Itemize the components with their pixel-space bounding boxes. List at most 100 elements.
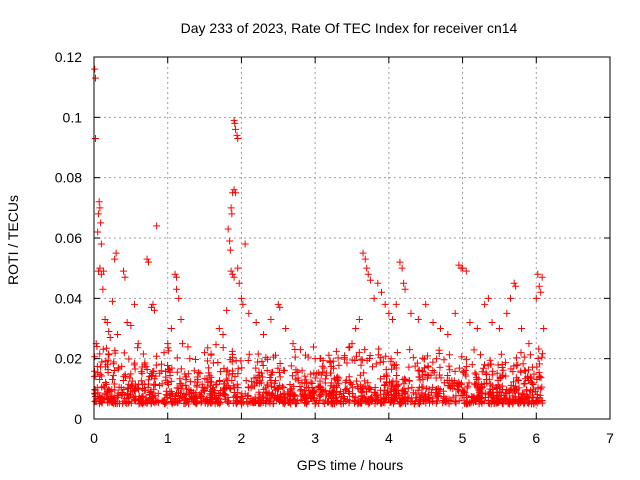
data-point bbox=[196, 369, 204, 377]
data-point bbox=[131, 300, 139, 308]
data-point bbox=[386, 398, 394, 406]
data-point bbox=[537, 288, 545, 296]
data-point bbox=[341, 378, 349, 386]
data-point bbox=[119, 376, 127, 384]
data-point bbox=[308, 380, 316, 388]
data-point bbox=[235, 279, 243, 287]
data-point bbox=[201, 375, 209, 383]
data-point bbox=[420, 355, 428, 363]
data-point bbox=[370, 388, 378, 396]
data-point bbox=[433, 397, 441, 405]
data-point bbox=[309, 343, 317, 351]
data-point bbox=[102, 378, 110, 386]
data-point bbox=[227, 385, 235, 393]
x-tick-label: 2 bbox=[238, 430, 246, 446]
data-point bbox=[497, 350, 505, 358]
data-point bbox=[364, 379, 372, 387]
data-point bbox=[495, 325, 503, 332]
data-point bbox=[318, 368, 326, 376]
data-point bbox=[237, 393, 245, 401]
data-point bbox=[503, 309, 511, 317]
data-point bbox=[487, 392, 495, 400]
y-tick-label: 0.12 bbox=[55, 49, 82, 65]
data-point bbox=[433, 355, 441, 363]
x-axis-label: GPS time / hours bbox=[297, 457, 404, 473]
data-point bbox=[184, 343, 192, 351]
data-point bbox=[512, 361, 520, 369]
data-point bbox=[455, 364, 463, 372]
data-point bbox=[439, 387, 447, 395]
data-point bbox=[127, 321, 135, 329]
data-point bbox=[294, 397, 302, 405]
data-point bbox=[259, 362, 267, 370]
data-point bbox=[193, 383, 201, 391]
data-point bbox=[392, 300, 400, 308]
data-point bbox=[204, 400, 212, 408]
data-point bbox=[110, 380, 118, 388]
data-point bbox=[196, 391, 204, 399]
data-point bbox=[334, 354, 342, 362]
data-point bbox=[220, 384, 228, 392]
data-point bbox=[406, 346, 414, 354]
data-point bbox=[514, 376, 522, 384]
data-point bbox=[262, 388, 270, 396]
data-point bbox=[154, 389, 162, 397]
data-point bbox=[304, 398, 312, 406]
data-point bbox=[183, 397, 191, 405]
data-point bbox=[333, 398, 341, 406]
data-point bbox=[164, 361, 172, 369]
data-point bbox=[363, 264, 371, 272]
data-point bbox=[232, 189, 240, 197]
data-point bbox=[446, 366, 454, 374]
data-point bbox=[112, 249, 120, 257]
data-point bbox=[257, 369, 265, 377]
data-point bbox=[451, 309, 459, 317]
data-point bbox=[481, 300, 489, 308]
data-point bbox=[459, 264, 467, 272]
data-point bbox=[523, 386, 531, 394]
data-point bbox=[495, 395, 503, 403]
data-point bbox=[382, 352, 390, 360]
data-point bbox=[486, 356, 494, 364]
data-point bbox=[102, 380, 110, 388]
data-point bbox=[133, 384, 141, 392]
data-point bbox=[98, 372, 106, 380]
data-point bbox=[502, 395, 510, 403]
data-point bbox=[527, 386, 535, 394]
data-point bbox=[498, 382, 506, 390]
data-point bbox=[102, 344, 110, 352]
data-point bbox=[319, 357, 327, 365]
data-point bbox=[405, 363, 413, 371]
data-point bbox=[280, 384, 288, 392]
data-point bbox=[244, 356, 252, 364]
data-point bbox=[175, 294, 183, 302]
data-points bbox=[90, 65, 548, 408]
data-point bbox=[536, 360, 544, 368]
data-point bbox=[174, 399, 182, 407]
data-point bbox=[324, 398, 332, 406]
data-point bbox=[298, 367, 306, 375]
data-point bbox=[114, 389, 122, 397]
data-point bbox=[150, 306, 158, 314]
data-point bbox=[510, 279, 518, 287]
data-point bbox=[455, 387, 463, 395]
data-point bbox=[462, 391, 470, 399]
data-point bbox=[281, 394, 289, 402]
data-point bbox=[238, 364, 246, 372]
data-point bbox=[198, 398, 206, 406]
data-point bbox=[429, 383, 437, 391]
data-point bbox=[229, 270, 237, 278]
axis-ticks bbox=[93, 56, 611, 420]
data-point bbox=[198, 380, 206, 388]
data-point bbox=[511, 393, 519, 401]
data-point bbox=[227, 267, 235, 275]
data-point bbox=[401, 285, 409, 293]
data-point bbox=[192, 356, 200, 364]
data-point bbox=[520, 380, 528, 388]
data-point bbox=[359, 383, 367, 391]
data-point bbox=[510, 386, 518, 394]
data-point bbox=[168, 364, 176, 372]
data-point bbox=[435, 350, 443, 358]
data-point bbox=[430, 368, 438, 376]
data-point bbox=[134, 344, 142, 352]
